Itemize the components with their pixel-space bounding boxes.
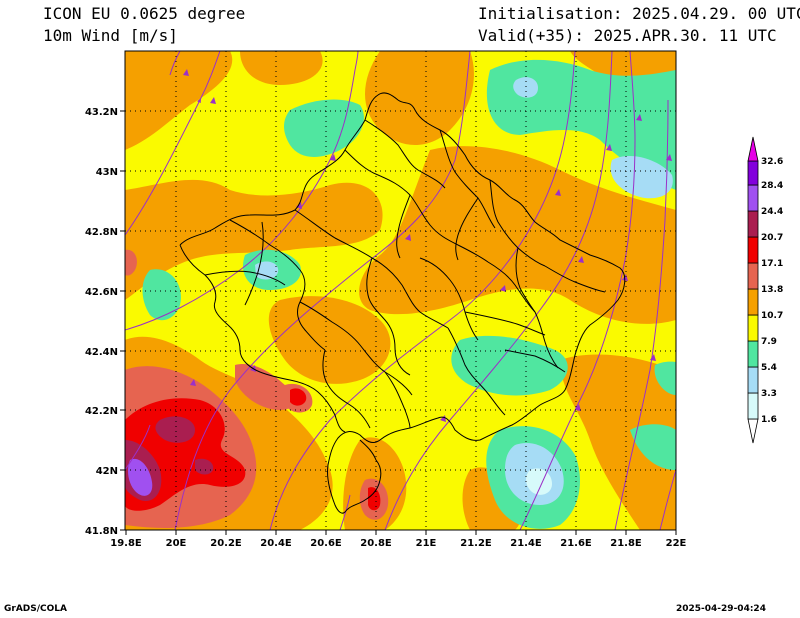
lon-label: 20E	[166, 538, 187, 549]
colorbar-swatch	[747, 288, 759, 316]
lon-label: 21E	[416, 538, 437, 549]
streamline	[659, 469, 676, 530]
lon-label: 21.8E	[610, 538, 642, 549]
colorbar-swatch	[747, 314, 759, 342]
field-title: 10m Wind [m/s]	[43, 26, 178, 45]
colorbar-label: 1.6	[761, 415, 777, 425]
region-border	[364, 119, 446, 189]
region-border	[366, 257, 411, 376]
region-border	[455, 197, 479, 261]
streamline	[125, 424, 151, 471]
colorbar-label: 24.4	[761, 207, 783, 217]
colorbar-labels: 1.6 3.3 5.4 7.9 10.7 13.8 17.1 20.7 24.4…	[761, 157, 783, 425]
colorbar-label: 5.4	[761, 363, 777, 373]
colorbar-swatch	[747, 366, 759, 394]
lon-label: 20.2E	[210, 538, 242, 549]
region-border	[396, 194, 411, 259]
region-border	[447, 327, 506, 416]
region-border	[439, 129, 496, 229]
region-border	[489, 179, 546, 267]
model-title: ICON EU 0.0625 degree	[43, 4, 246, 23]
colorbar-swatch	[747, 184, 759, 212]
region-border	[322, 349, 371, 429]
lon-label: 20.8E	[360, 538, 392, 549]
colorbar-label: 13.8	[761, 285, 783, 295]
colorbar-label: 20.7	[761, 233, 783, 243]
colorbar-top-triangle	[747, 136, 759, 162]
streamline	[125, 51, 221, 236]
country-border	[179, 92, 626, 514]
region-border	[204, 270, 286, 286]
wind-field	[125, 51, 676, 530]
lat-label: 42N	[96, 466, 118, 477]
colorbar-label: 32.6	[761, 157, 783, 167]
render-timestamp: 2025-04-29-04:24	[676, 604, 766, 614]
region-border	[229, 219, 326, 351]
lat-label: 42.8N	[85, 227, 118, 238]
lat-labels: 41.8N 42N 42.2N 42.4N 42.6N 42.8N 43N 43…	[85, 107, 118, 537]
tick-marks	[120, 110, 677, 535]
region-border	[244, 221, 264, 306]
lon-label: 21.6E	[560, 538, 592, 549]
region-border	[299, 301, 413, 396]
lat-label: 42.4N	[85, 347, 118, 358]
lon-label: 22E	[666, 538, 687, 549]
lat-label: 42.6N	[85, 287, 118, 298]
colorbar-label: 17.1	[761, 259, 783, 269]
lon-label: 20.4E	[260, 538, 292, 549]
valid-time: Valid(+35): 2025.APR.30. 11 UTC	[478, 26, 777, 45]
region-border	[464, 311, 546, 336]
region-border	[419, 257, 479, 341]
region-border	[515, 247, 536, 313]
region-border	[504, 349, 566, 373]
region-border	[544, 265, 606, 293]
colorbar-swatch	[747, 236, 759, 264]
lon-label: 20.6E	[310, 538, 342, 549]
streamline	[384, 51, 613, 530]
region-border	[457, 244, 536, 313]
lat-label: 41.8N	[85, 526, 118, 537]
colorbar-swatch	[747, 160, 759, 186]
streamline	[169, 51, 181, 76]
region-border	[294, 209, 449, 329]
colorbar	[747, 136, 759, 444]
fill-extreme-zones	[128, 458, 153, 496]
grads-credit: GrADS/COLA	[4, 604, 67, 614]
region-border	[534, 311, 559, 369]
lat-label: 42.2N	[85, 406, 118, 417]
colorbar-label: 10.7	[761, 311, 783, 321]
lon-label: 19.8E	[110, 538, 142, 549]
colorbar-swatch	[747, 262, 759, 290]
colorbar-label: 7.9	[761, 337, 777, 347]
streamline	[614, 99, 669, 530]
colorbar-swatch	[747, 392, 759, 420]
colorbar-label: 3.3	[761, 389, 777, 399]
colorbar-label: 28.4	[761, 181, 783, 191]
init-time: Initialisation: 2025.04.29. 00 UTC	[478, 4, 800, 23]
lon-label: 21.2E	[460, 538, 492, 549]
streamline	[125, 51, 359, 331]
lon-labels: 19.8E 20E 20.2E 20.4E 20.6E 20.8E 21E 21…	[110, 538, 686, 549]
colorbar-bottom-triangle	[747, 418, 759, 444]
admin-borders	[179, 92, 626, 514]
streamline	[269, 51, 576, 530]
country-border	[179, 244, 346, 433]
colorbar-swatch	[747, 340, 759, 368]
lon-label: 21.4E	[510, 538, 542, 549]
streamline-arrows	[183, 69, 672, 422]
streamline	[174, 51, 471, 530]
gridlines	[125, 51, 676, 530]
lat-label: 43N	[96, 167, 118, 178]
colorbar-swatch	[747, 210, 759, 238]
lat-label: 43.2N	[85, 107, 118, 118]
